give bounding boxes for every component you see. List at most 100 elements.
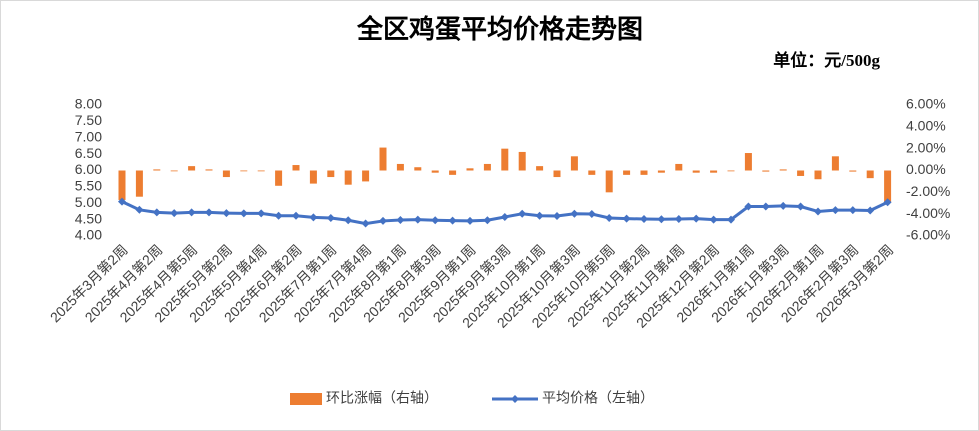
marker: [500, 213, 509, 222]
marker: [727, 215, 735, 224]
marker: [448, 216, 457, 225]
y2-tick-label: 2.00%: [906, 139, 946, 155]
marker: [622, 214, 631, 223]
y-tick-label: 4.00: [75, 227, 102, 243]
y2-tick-label: 0.00%: [906, 161, 946, 177]
marker: [796, 202, 805, 211]
bar: [344, 170, 352, 185]
bar: [744, 153, 752, 171]
bar: [884, 170, 892, 203]
marker: [570, 209, 579, 218]
marker: [483, 216, 492, 225]
bar: [797, 170, 805, 176]
bar: [570, 156, 578, 171]
marker: [309, 213, 318, 222]
marker: [431, 216, 440, 225]
legend-marker: [511, 395, 519, 403]
bar: [135, 170, 143, 197]
bar: [414, 167, 422, 171]
bar: [692, 170, 700, 173]
marker: [257, 209, 266, 218]
bar: [536, 166, 544, 171]
bar: [831, 156, 839, 171]
y-tick-label: 8.00: [75, 96, 102, 112]
bar: [466, 168, 474, 171]
marker: [761, 202, 770, 211]
marker: [553, 212, 561, 221]
marker: [292, 211, 300, 220]
unit-label: 单位：元/500g: [773, 50, 880, 70]
marker: [779, 201, 788, 210]
bar: [257, 170, 265, 172]
marker: [692, 214, 701, 223]
bar: [222, 170, 230, 178]
bar: [675, 163, 683, 171]
bar: [431, 170, 439, 173]
marker: [413, 215, 422, 224]
y2-tick-label: 4.00%: [906, 118, 946, 134]
bar: [483, 163, 491, 171]
bar: [205, 169, 213, 171]
y2-tick-label: -6.00%: [906, 227, 950, 243]
bar: [623, 170, 631, 175]
bar: [814, 170, 822, 180]
marker: [396, 215, 405, 224]
y2-tick-label: -2.00%: [906, 183, 950, 199]
bar: [327, 170, 335, 178]
bar: [710, 170, 718, 173]
marker: [587, 210, 596, 219]
marker: [118, 197, 126, 206]
bar: [849, 170, 857, 172]
bar: [309, 170, 317, 184]
marker: [361, 219, 370, 228]
bar: [779, 169, 787, 171]
bar: [362, 170, 370, 182]
bar: [396, 163, 404, 171]
legend-label: 环比涨幅（右轴）: [326, 390, 438, 406]
y2-tick-label: -4.00%: [906, 205, 950, 221]
y-tick-label: 5.50: [75, 178, 102, 194]
marker: [657, 215, 666, 224]
bar: [605, 170, 613, 193]
marker: [848, 206, 857, 215]
marker: [326, 213, 335, 222]
bar: [501, 148, 509, 171]
bar: [518, 151, 526, 171]
bar: [553, 170, 561, 178]
bar: [188, 166, 196, 171]
bar: [292, 165, 300, 171]
marker: [744, 202, 753, 211]
bar: [449, 170, 457, 175]
marker: [239, 209, 248, 218]
bar: [170, 170, 178, 172]
y-tick-label: 6.50: [75, 145, 102, 161]
marker: [709, 215, 718, 224]
marker: [883, 198, 892, 207]
bar: [762, 170, 770, 172]
bar: [153, 169, 161, 171]
bar: [588, 170, 596, 175]
legend-label: 平均价格（左轴）: [542, 390, 654, 406]
marker: [535, 211, 544, 220]
bar: [727, 170, 735, 172]
legend-swatch: [290, 393, 322, 405]
marker: [135, 205, 144, 214]
marker: [814, 207, 822, 216]
marker: [274, 211, 283, 220]
marker: [187, 208, 196, 217]
marker: [152, 208, 161, 217]
marker: [466, 216, 474, 225]
bar: [118, 170, 126, 200]
bar: [866, 170, 874, 179]
marker: [605, 213, 614, 222]
y-tick-label: 6.00: [75, 161, 102, 177]
marker: [518, 209, 527, 218]
bar: [275, 170, 283, 186]
y-tick-label: 5.00: [75, 194, 102, 210]
marker: [170, 209, 179, 218]
bar: [379, 147, 387, 171]
bar: [240, 170, 248, 172]
bar: [657, 170, 665, 173]
chart-title: 全区鸡蛋平均价格走势图: [356, 14, 643, 44]
